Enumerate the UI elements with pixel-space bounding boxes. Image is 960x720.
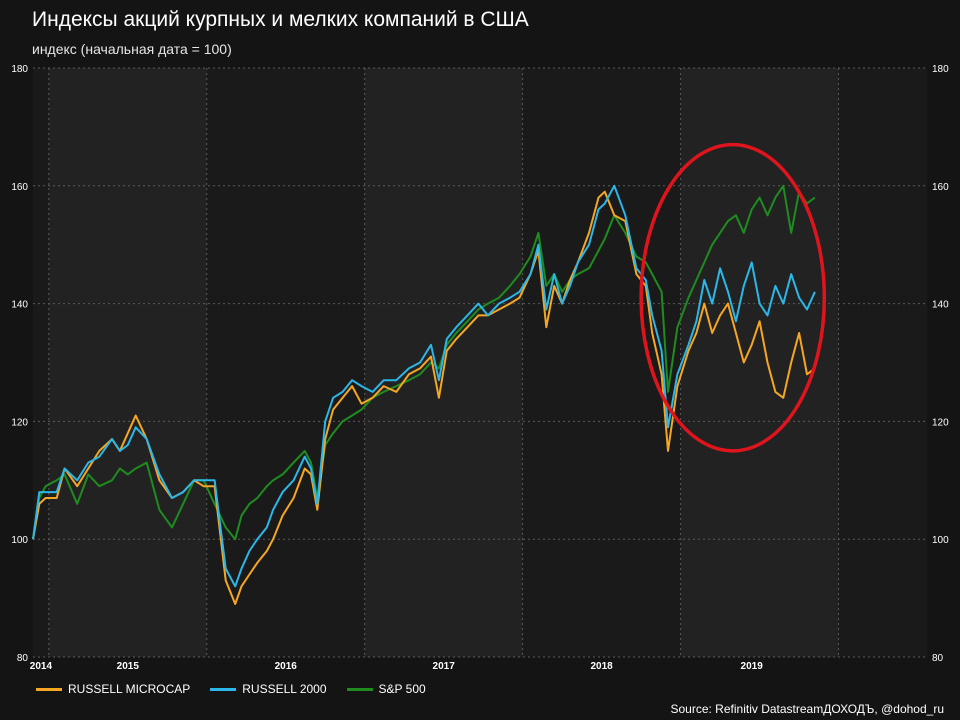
x-tick-label: 2017	[433, 661, 456, 672]
chart-legend: RUSSELL MICROCAP RUSSELL 2000 S&P 500	[36, 682, 426, 696]
chart-title: Индексы акций курпных и мелких компаний …	[32, 8, 529, 31]
legend-item-sp500: S&P 500	[346, 682, 426, 696]
x-tick-label: 2016	[275, 661, 298, 672]
y-tick-label-right: 140	[932, 300, 949, 311]
year-band	[206, 68, 365, 657]
y-tick-label-left: 120	[11, 417, 28, 428]
year-band	[364, 68, 523, 657]
y-tick-label-right: 160	[932, 182, 949, 193]
x-tick-label: 2018	[590, 661, 613, 672]
legend-item-microcap: RUSSELL MICROCAP	[36, 682, 190, 696]
year-band	[48, 68, 207, 657]
y-tick-label-left: 140	[11, 300, 28, 311]
y-tick-label-right: 180	[932, 64, 949, 75]
legend-swatch-microcap	[36, 687, 62, 691]
x-tick-label: 2019	[741, 661, 764, 672]
legend-swatch-russell-2000	[210, 687, 237, 691]
legend-label-russell-2000: RUSSELL 2000	[242, 682, 327, 696]
y-tick-label-right: 80	[932, 653, 944, 664]
x-tick-label: 2014	[30, 661, 53, 672]
y-tick-label-left: 100	[11, 535, 28, 546]
chart-subtitle: индекс (начальная дата = 100)	[32, 41, 232, 57]
y-tick-label-left: 180	[11, 64, 28, 75]
year-band	[680, 68, 839, 657]
legend-label-sp500: S&P 500	[378, 682, 426, 696]
year-band	[838, 68, 927, 657]
y-tick-label-right: 120	[932, 417, 949, 428]
source-note: Source: Refinitiv DatastreamДОХОДЪ, @doh…	[670, 702, 944, 716]
y-tick-label-left: 160	[11, 182, 28, 193]
series-line-russell-2000	[32, 184, 816, 588]
legend-item-russell-2000: RUSSELL 2000	[210, 682, 327, 696]
y-tick-label-left: 80	[17, 653, 29, 664]
annotation-ellipse	[639, 142, 827, 453]
year-band	[33, 68, 49, 657]
y-tick-label-right: 100	[932, 535, 949, 546]
legend-swatch-sp500	[346, 687, 373, 691]
year-band	[522, 68, 681, 657]
x-tick-label: 2015	[117, 661, 140, 672]
legend-label-microcap: RUSSELL MICROCAP	[68, 682, 191, 696]
